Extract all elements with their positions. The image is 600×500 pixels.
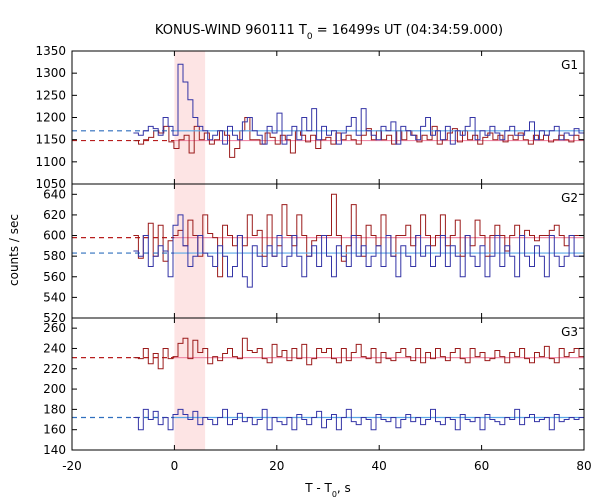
series-g1-blue [133, 63, 584, 145]
y-tick-label: 160 [43, 423, 66, 437]
y-tick-label: 560 [43, 270, 66, 284]
shaded-interval-g2 [174, 184, 206, 318]
y-tick-label: 520 [43, 311, 66, 325]
y-tick-label: 180 [43, 402, 66, 416]
panel-g3: 140 160 180 200 220 240 260 G3 [43, 317, 585, 457]
y-tick-label: 240 [43, 341, 66, 355]
y-tick-label: 580 [43, 249, 66, 263]
series-g3-blue [133, 408, 584, 431]
plot-panels: 1050110011501200125013001350G15205405605… [35, 44, 591, 473]
y-tick-label: 540 [43, 290, 66, 304]
y-tick-label: 600 [43, 229, 66, 243]
x-tick-label: -20 [62, 459, 82, 473]
panel-frame-g1 [71, 50, 585, 185]
y-tick-label: 1250 [35, 88, 66, 102]
y-tick-label: 1050 [35, 177, 66, 191]
x-tick-label: 60 [474, 459, 489, 473]
panel-g2: 520 540 560 580 600 620 640 G2 [43, 183, 585, 325]
y-tick-label: 640 [43, 187, 66, 201]
series-g1-red [133, 117, 584, 158]
shaded-interval-g1 [174, 51, 206, 184]
y-tick-label: 1200 [35, 111, 66, 125]
panel-label-g3: G3 [561, 325, 578, 339]
chart-title: KONUS-WIND 960111 T0 = 16499s UT (04:34:… [155, 23, 503, 42]
y-tick-label: 1300 [35, 66, 66, 80]
x-tick-label: 40 [372, 459, 387, 473]
panel-label-g2: G2 [561, 191, 578, 205]
y-tick-label: 1150 [35, 133, 66, 147]
y-tick-label: 220 [43, 362, 66, 376]
series-g2-red [133, 193, 584, 278]
y-tick-label: 620 [43, 208, 66, 222]
shaded-interval-g3 [174, 318, 206, 450]
y-tick-label: 140 [43, 443, 66, 457]
x-tick-label: 0 [171, 459, 179, 473]
x-axis-label: T - T0, s [304, 481, 351, 499]
y-tick-label: 1100 [35, 155, 66, 169]
panel-label-g1: G1 [561, 58, 578, 72]
panel-g1: 1050 1100 1150 1200 1250 1300 1350 G1 [35, 44, 585, 191]
series-g3-red [133, 337, 584, 370]
y-tick-label: 260 [43, 321, 66, 335]
y-axis-label: counts / sec [7, 214, 21, 286]
x-tick-label: 20 [269, 459, 284, 473]
series-g2-blue [133, 214, 584, 288]
x-tick-label: 80 [576, 459, 591, 473]
y-tick-label: 200 [43, 382, 66, 396]
panel-frame-g3 [71, 317, 585, 451]
y-tick-label: 1350 [35, 44, 66, 58]
